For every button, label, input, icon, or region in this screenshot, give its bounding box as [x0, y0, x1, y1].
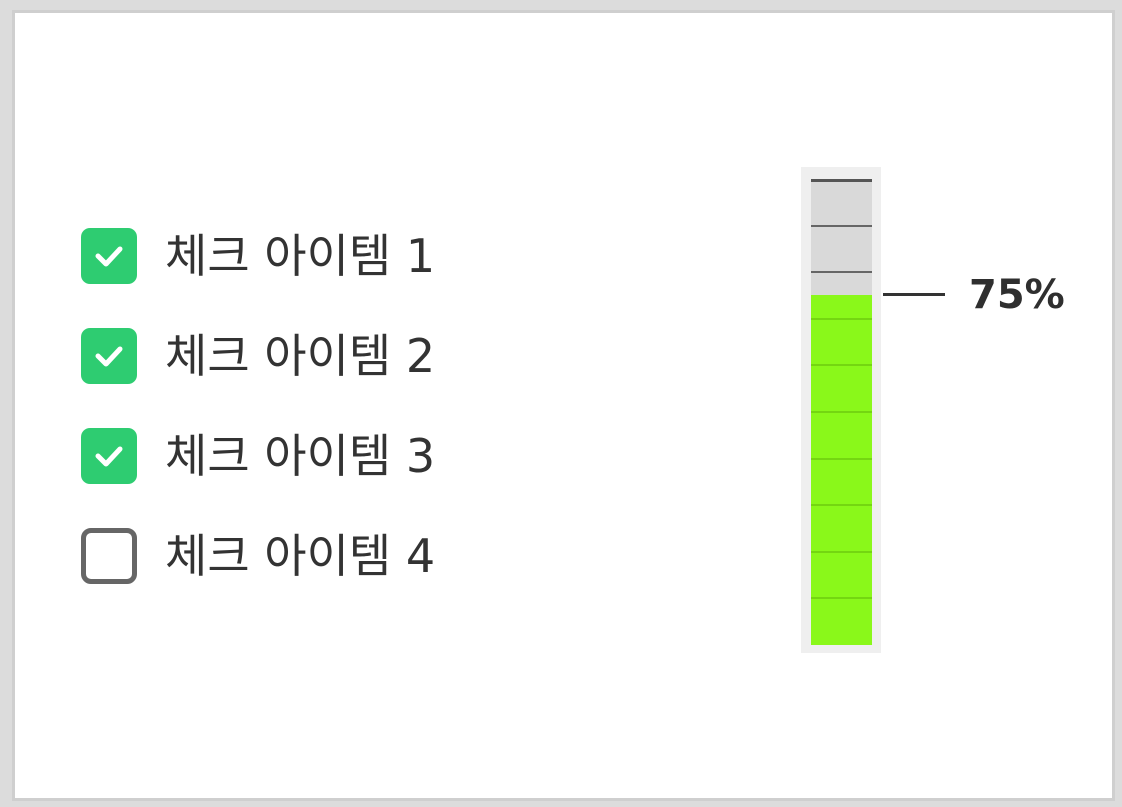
check-item-2[interactable]: 체크 아이템 2: [81, 328, 541, 384]
gauge-value-marker: [883, 293, 945, 296]
gauge-tick: [811, 551, 872, 553]
gauge-track: [811, 179, 872, 645]
check-item-label: 체크 아이템 2: [165, 329, 436, 383]
checklist: 체크 아이템 1 체크 아이템 2 체크 아이템 3 체크 아이템 4: [81, 228, 541, 628]
checkmark-icon: [95, 246, 123, 267]
gauge-top-line: [811, 179, 872, 182]
checkmark-icon: [95, 346, 123, 367]
main-panel: 체크 아이템 1 체크 아이템 2 체크 아이템 3 체크 아이템 4: [12, 10, 1115, 801]
gauge-tick: [811, 504, 872, 506]
checkbox-checked-2[interactable]: [81, 328, 137, 384]
checkbox-checked-3[interactable]: [81, 428, 137, 484]
level-gauge: [801, 167, 881, 653]
gauge-tick: [811, 364, 872, 366]
gauge-fill: [811, 295, 872, 645]
gauge-tick: [811, 225, 872, 227]
check-item-label: 체크 아이템 3: [165, 429, 436, 483]
gauge-tick: [811, 458, 872, 460]
checkbox-checked-1[interactable]: [81, 228, 137, 284]
gauge-value-label: 75%: [969, 272, 1065, 318]
gauge-tick: [811, 411, 872, 413]
check-item-label: 체크 아이템 4: [165, 529, 436, 583]
check-item-1[interactable]: 체크 아이템 1: [81, 228, 541, 284]
check-item-3[interactable]: 체크 아이템 3: [81, 428, 541, 484]
gauge-tick: [811, 271, 872, 273]
gauge-tick: [811, 597, 872, 599]
checkmark-icon: [95, 446, 123, 467]
gauge-tick: [811, 318, 872, 320]
check-item-4[interactable]: 체크 아이템 4: [81, 528, 541, 584]
checkbox-unchecked-4[interactable]: [81, 528, 137, 584]
check-item-label: 체크 아이템 1: [165, 229, 436, 283]
